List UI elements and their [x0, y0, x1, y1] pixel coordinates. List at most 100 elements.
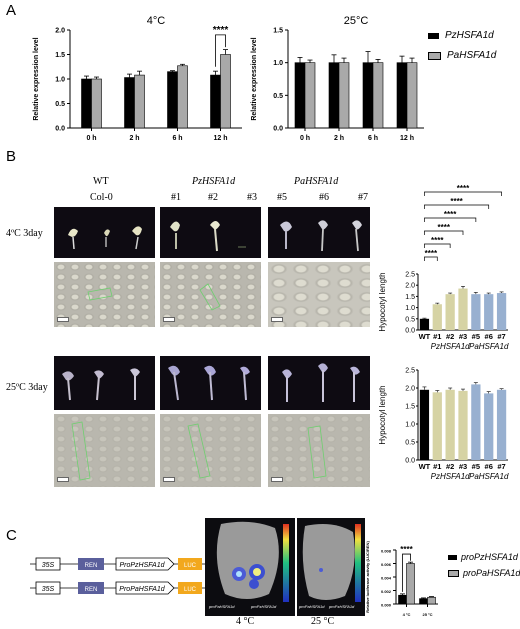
legend-a-item-pz: PzHSFA1d: [428, 30, 496, 41]
line-label-2: #2: [208, 192, 218, 203]
bar: [338, 62, 350, 129]
significance-bracket: [424, 256, 438, 261]
micro-wt-4c: [54, 262, 155, 327]
group-label-pa: PaHSFA1d: [469, 472, 509, 481]
chart-title: 4°C: [147, 15, 166, 27]
significance-label: ****: [457, 184, 470, 193]
promoter-35s-box: [35, 557, 61, 571]
micro-wt-25c: [54, 414, 155, 487]
seedlings-image: [68, 226, 142, 250]
cell-outline: [87, 287, 113, 301]
x-tick-label: #7: [497, 332, 505, 341]
bar: [362, 62, 374, 129]
bar: [458, 390, 468, 460]
line-label-5: #5: [277, 192, 287, 203]
bar: [432, 304, 442, 330]
x-tick-label: 2 h: [129, 135, 139, 142]
significance-label: ****: [213, 25, 229, 36]
leaf-label-left: proPaHSFA1d: [209, 604, 235, 609]
y-tick-label: 2.5: [405, 368, 415, 375]
y-tick-label: 0.5: [405, 316, 415, 323]
col-header-pz: PzHSFA1d: [192, 176, 236, 187]
y-tick-label: 2.0: [405, 386, 415, 393]
chart-b-hypocotyl-25c: 0.0 0.5 1.0 1.5 2.0 2.5 Hypocotyl length WT #1 #2…: [378, 368, 509, 482]
photo-seedlings-pa-25c: [268, 356, 370, 410]
micro-pz-25c: [160, 414, 261, 487]
y-tick-label: 1.5: [405, 294, 415, 301]
promoter-label: ProPaHSFA1d: [119, 586, 165, 593]
leaf-luminescence: [302, 524, 361, 602]
cell-outline: [187, 423, 211, 479]
legend-swatch: [448, 554, 457, 560]
significance-label: ****: [450, 197, 463, 206]
x-tick-label: #5: [472, 332, 480, 341]
x-tick-label: #1: [433, 332, 441, 341]
group-label-pz: PzHSFA1d: [431, 342, 471, 351]
legend-label: PaHSFA1d: [447, 50, 497, 61]
bar: [445, 294, 455, 330]
col-header-pa: PaHSFA1d: [294, 176, 339, 187]
scale-bar: [271, 477, 283, 482]
line-label-1: #1: [171, 192, 181, 203]
y-tick-label: 0.0: [55, 126, 65, 133]
y-tick-label: 1.0: [405, 422, 415, 429]
chart-a-4c: 4°C 0.0 0.5 1.0 1.5 2.0 Relative expression le…: [33, 15, 242, 142]
cells-texture: [268, 262, 370, 327]
chart-b-hypocotyl-4c: 0.0 0.5 1.0 1.5 2.0 2.5 Hypocotyl length WT #1 #2…: [378, 184, 509, 351]
seedlings-image: [168, 365, 250, 401]
bar: [91, 78, 102, 129]
x-tick-label: #7: [497, 462, 505, 471]
scale-bar: [57, 317, 69, 322]
bar: [210, 74, 221, 129]
temp-label-25c: 25 °C: [311, 616, 335, 627]
bar: [484, 294, 494, 330]
y-tick-label: 0.5: [405, 440, 415, 447]
y-tick-label: 2.0: [55, 28, 65, 35]
bar: [432, 392, 442, 460]
y-tick-label: 1.5: [273, 28, 283, 35]
significance-bracket: [215, 34, 226, 67]
ren-box: [78, 558, 104, 570]
y-axis-label: Hypocotyl length: [378, 385, 387, 444]
legend-a: PzHSFA1d PaHSFA1d: [428, 30, 496, 61]
legend-a-item-pa: PaHSFA1d: [428, 50, 496, 61]
y-tick-label: 1.0: [273, 60, 283, 67]
y-tick-label: 1.0: [405, 305, 415, 312]
panel-letter-a: A: [6, 2, 17, 19]
cells-texture: [54, 262, 155, 327]
x-tick-label: 12 h: [213, 135, 227, 142]
ren-label: REN: [85, 587, 98, 593]
y-tick-label: 0.5: [55, 101, 65, 108]
legend-swatch: [428, 51, 441, 60]
legend-label: proPzHSFA1d: [461, 552, 518, 562]
x-tick-label: 6 h: [172, 135, 182, 142]
photo-seedlings-wt-4c: [54, 207, 155, 258]
bar: [177, 65, 188, 129]
legend-swatch: [448, 569, 459, 577]
micro-pa-4c: [268, 262, 370, 327]
photo-seedlings-pa-4c: [268, 207, 370, 258]
y-tick-label: 1.5: [405, 404, 415, 411]
bar: [419, 598, 428, 605]
promoter-35s-label: 35S: [42, 562, 55, 569]
bar: [496, 293, 507, 330]
bar: [471, 294, 481, 330]
luc-label: LUC: [184, 563, 197, 569]
y-tick-label: 0.5: [273, 93, 283, 100]
constructs-diagram: 35S REN ProPzHSFA1d LUC 35S REN ProPaHSFA1d LUC: [30, 557, 214, 595]
promoter-35s-box: [35, 581, 61, 595]
significance-label: ****: [400, 545, 413, 554]
micro-pa-25c: [268, 414, 370, 487]
x-tick-label: 12 h: [400, 135, 414, 142]
y-axis-label: Relative luciferase activity (LUC/REN): [365, 541, 370, 613]
bar: [81, 78, 92, 129]
leaf-label-right: proPzHSFA1d: [251, 604, 277, 609]
x-tick-label: 4 °C: [403, 612, 411, 617]
legend-c: proPzHSFA1d proPaHSFA1d: [448, 552, 520, 578]
x-tick-label: WT: [419, 332, 431, 341]
bar: [471, 384, 481, 460]
seedlings-image: [62, 368, 140, 401]
y-tick-label: 0.004: [381, 576, 392, 581]
chart-c-luciferase: 0.000 0.002 0.004 0.006 0.008 Relative lucife…: [365, 541, 438, 617]
line-label-7: #7: [358, 192, 368, 203]
